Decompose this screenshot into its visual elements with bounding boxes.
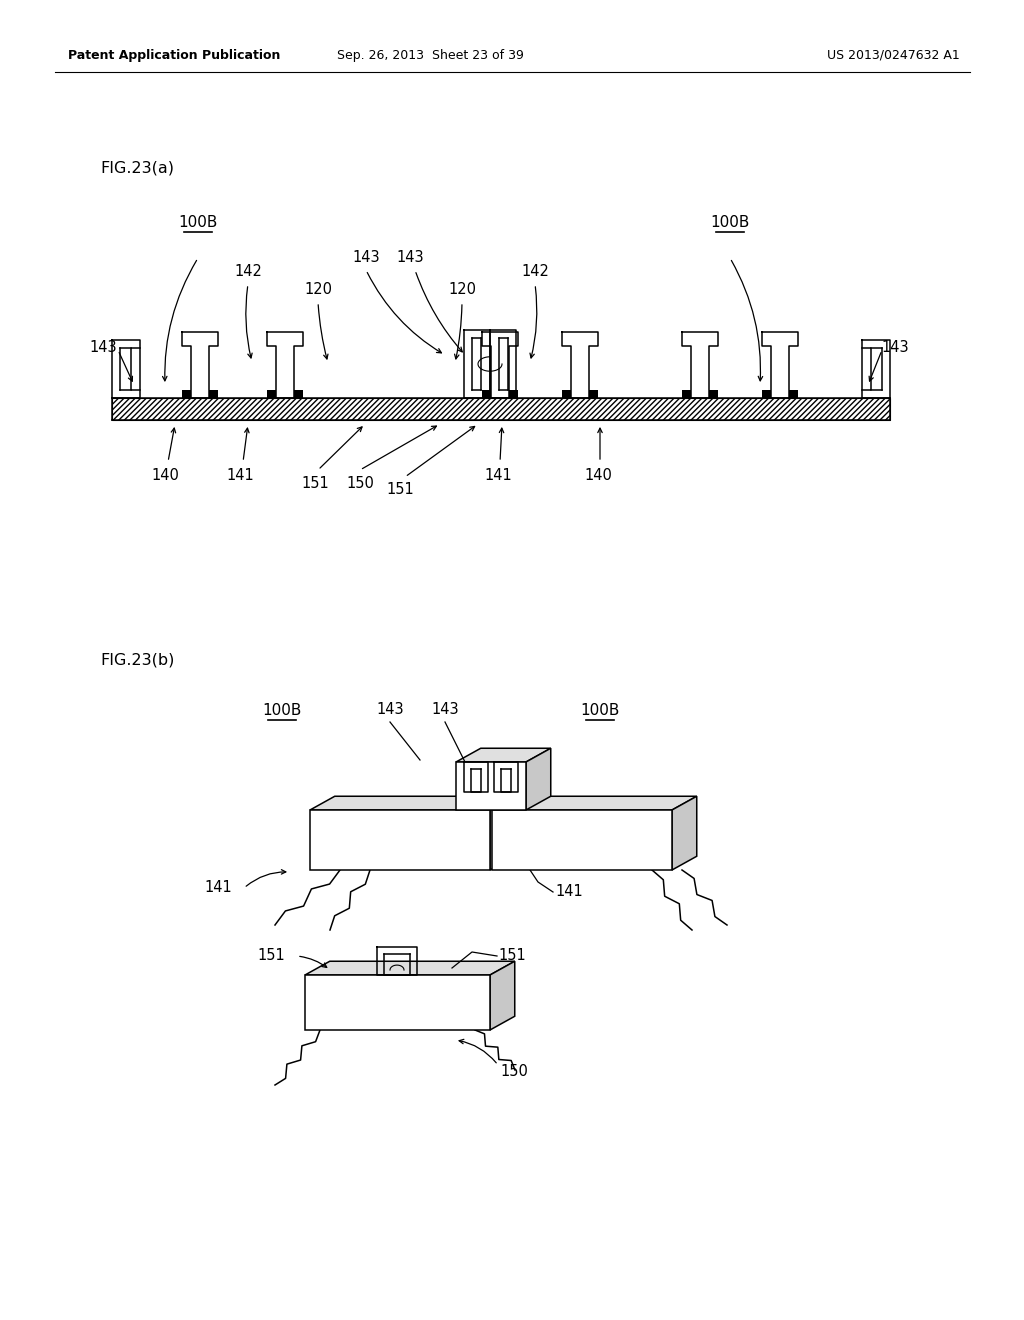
Text: FIG.23(a): FIG.23(a)	[100, 161, 174, 176]
Text: US 2013/0247632 A1: US 2013/0247632 A1	[827, 49, 961, 62]
Bar	[682, 389, 691, 399]
Text: FIG.23(b): FIG.23(b)	[100, 652, 174, 668]
Text: 141: 141	[204, 880, 232, 895]
Text: Patent Application Publication: Patent Application Publication	[68, 49, 281, 62]
Text: 143: 143	[376, 702, 403, 718]
Text: 140: 140	[584, 467, 612, 483]
Bar	[294, 389, 303, 399]
Bar	[112, 399, 890, 420]
Polygon shape	[526, 748, 551, 810]
Text: 142: 142	[234, 264, 262, 280]
Text: 140: 140	[152, 467, 179, 483]
Text: 120: 120	[449, 282, 476, 297]
Polygon shape	[492, 810, 672, 870]
Bar	[209, 389, 218, 399]
Text: 151: 151	[257, 949, 285, 964]
Bar	[589, 389, 598, 399]
Polygon shape	[456, 748, 551, 762]
Bar	[709, 389, 718, 399]
Text: 143: 143	[431, 702, 459, 718]
Bar	[762, 389, 771, 399]
Text: 143: 143	[352, 251, 380, 265]
Bar	[112, 399, 890, 420]
Polygon shape	[305, 975, 490, 1030]
Text: 141: 141	[484, 467, 512, 483]
Polygon shape	[672, 796, 696, 870]
Bar	[182, 389, 191, 399]
Text: 120: 120	[304, 282, 332, 297]
Bar	[562, 389, 571, 399]
Bar	[790, 389, 798, 399]
Text: 100B: 100B	[711, 215, 750, 230]
Polygon shape	[456, 762, 526, 810]
Text: 143: 143	[89, 341, 117, 355]
Text: 143: 143	[396, 251, 424, 265]
Text: 150: 150	[346, 475, 374, 491]
Polygon shape	[492, 796, 696, 810]
Text: 100B: 100B	[178, 215, 218, 230]
Polygon shape	[310, 796, 515, 810]
Polygon shape	[490, 961, 515, 1030]
Text: Sep. 26, 2013  Sheet 23 of 39: Sep. 26, 2013 Sheet 23 of 39	[337, 49, 523, 62]
Bar	[509, 389, 518, 399]
Text: 141: 141	[555, 884, 583, 899]
Text: 143: 143	[882, 341, 909, 355]
Text: 100B: 100B	[581, 704, 620, 718]
Text: 100B: 100B	[262, 704, 302, 718]
Text: 141: 141	[226, 467, 254, 483]
Polygon shape	[310, 810, 490, 870]
Text: 142: 142	[521, 264, 549, 280]
Polygon shape	[490, 796, 515, 870]
Text: 151: 151	[498, 949, 525, 964]
Text: 151: 151	[301, 475, 329, 491]
Text: 151: 151	[386, 483, 414, 498]
Text: 150: 150	[500, 1064, 528, 1080]
Bar	[482, 389, 490, 399]
Bar	[267, 389, 276, 399]
Polygon shape	[305, 961, 515, 975]
